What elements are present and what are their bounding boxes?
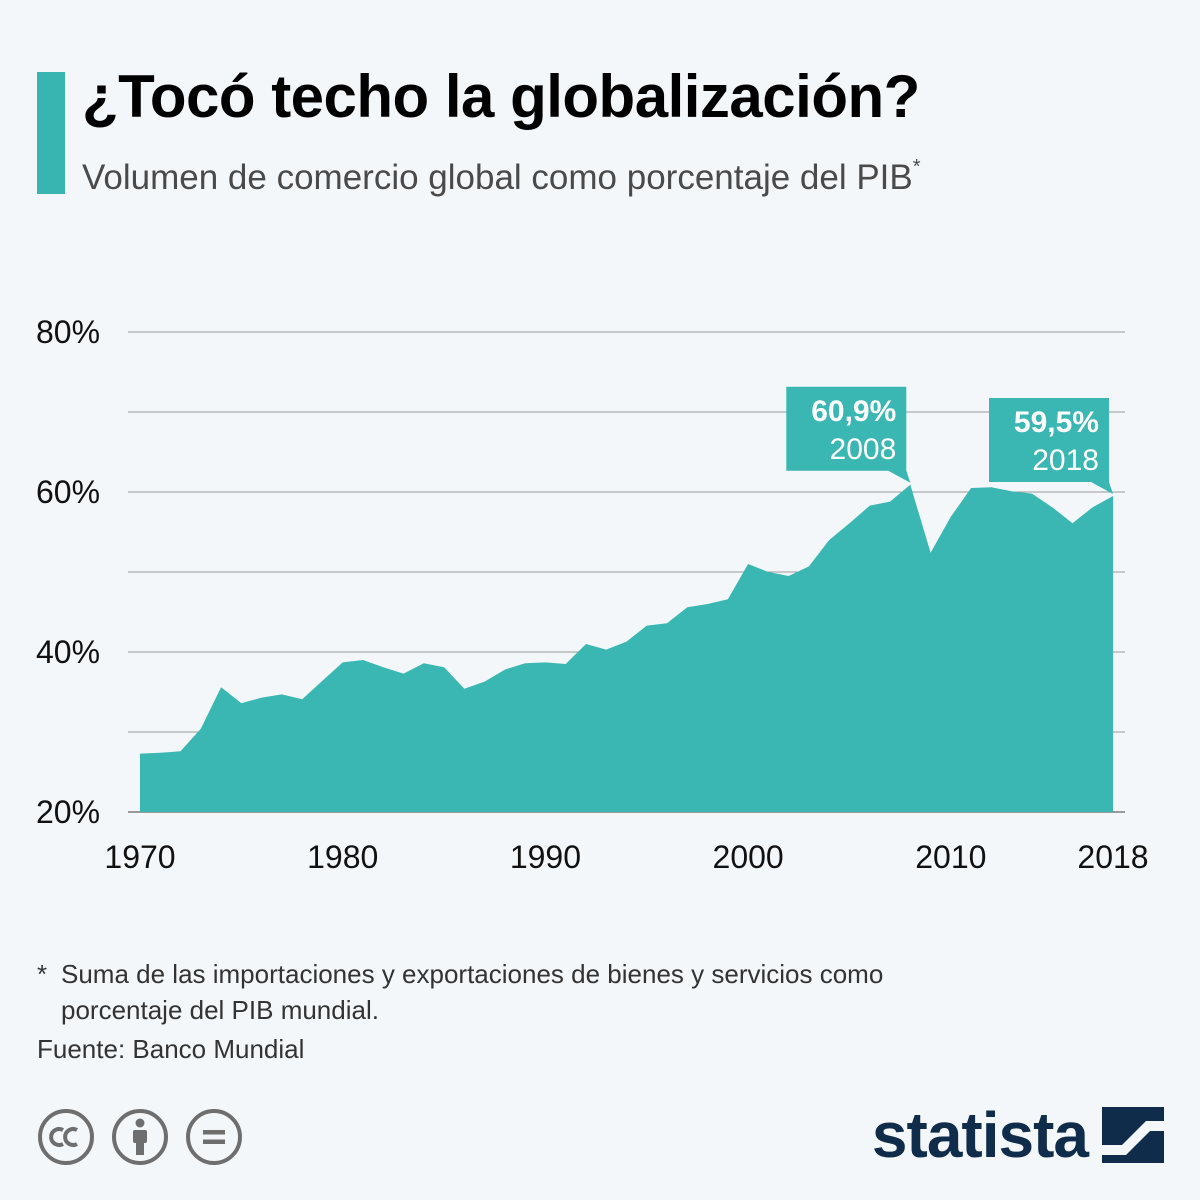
callout-box — [786, 386, 911, 483]
callout-year: 2008 — [830, 433, 897, 466]
footnote-star: * — [37, 959, 48, 989]
y-tick-label: 20% — [36, 794, 100, 830]
x-tick-label: 2000 — [713, 839, 784, 875]
area-series — [140, 484, 1113, 812]
page-subtitle: Volumen de comercio global como porcenta… — [82, 156, 921, 198]
footnote-line-2: porcentaje del PIB mundial. — [61, 995, 379, 1025]
footnote-line-1: Suma de las importaciones y exportacione… — [61, 959, 884, 989]
x-tick-label: 1980 — [307, 839, 378, 875]
statista-mark-icon — [1102, 1107, 1164, 1163]
x-tick-label: 2010 — [915, 839, 986, 875]
y-tick-label: 60% — [36, 474, 100, 510]
callout-box — [989, 398, 1113, 494]
callout-value: 60,9% — [811, 395, 896, 428]
x-tick-label: 1990 — [510, 839, 581, 875]
y-tick-label: 80% — [36, 314, 100, 350]
statista-logo[interactable]: statista — [872, 1098, 1164, 1172]
license-icons — [37, 1108, 243, 1166]
callout-value: 59,5% — [1014, 406, 1099, 439]
cc-icon[interactable] — [37, 1108, 95, 1166]
no-derivatives-icon[interactable] — [185, 1108, 243, 1166]
callout-year: 2018 — [1032, 444, 1099, 477]
subtitle-footnote-mark: * — [912, 156, 921, 178]
accent-bar — [37, 72, 65, 194]
subtitle-text: Volumen de comercio global como porcenta… — [82, 158, 913, 197]
x-tick-label: 1970 — [104, 839, 175, 875]
footnote: * Suma de las importaciones y exportacion… — [37, 956, 883, 1028]
brand-wordmark: statista — [871, 1099, 1089, 1171]
page-title: ¿Tocó techo la globalización? — [82, 63, 920, 130]
x-tick-label: 2018 — [1077, 839, 1148, 875]
source-note: Fuente: Banco Mundial — [37, 1034, 305, 1064]
y-tick-label: 40% — [36, 634, 100, 670]
area-chart: 20% 40% 60% 80% 1970 1980 1990 2000 2010 2018 60,9… — [36, 314, 1149, 875]
attribution-icon[interactable] — [111, 1108, 169, 1166]
